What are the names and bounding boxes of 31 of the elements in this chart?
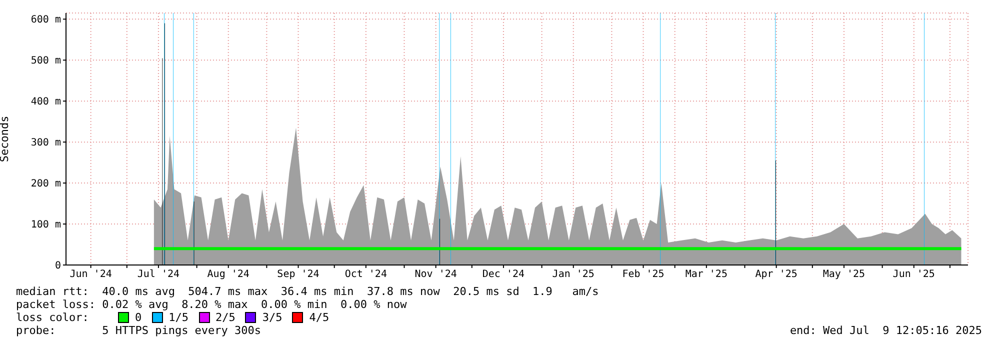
x-tick-label: Jul '24 bbox=[137, 269, 180, 280]
text: packet loss: 0.02 % avg 8.20 % max 0.00 % min 0.00 % now bbox=[16, 298, 408, 311]
x-tick-label: Aug '24 bbox=[207, 269, 250, 280]
x-tick-label: Nov '24 bbox=[414, 269, 457, 280]
x-tick-label: Mar '25 bbox=[685, 269, 728, 280]
x-tick-label: Apr '25 bbox=[755, 269, 798, 280]
legend-label: 0 bbox=[135, 311, 142, 324]
x-tick-label: Oct '24 bbox=[344, 269, 387, 280]
legend-label: 2/5 bbox=[216, 311, 236, 324]
text: probe: 5 HTTPS pings every 300s bbox=[16, 324, 262, 337]
x-tick-label: Jun '25 bbox=[892, 269, 935, 280]
y-tick-label: 100 m bbox=[30, 220, 61, 231]
y-tick-label: 600 m bbox=[30, 14, 61, 26]
legend-label: 4/5 bbox=[309, 311, 330, 324]
text: end: Wed Jul 9 12:05:16 2025 bbox=[790, 324, 982, 337]
legend-label: 1/5 bbox=[168, 311, 188, 324]
legend-label: 3/5 bbox=[262, 311, 282, 324]
x-tick-label: Dec '24 bbox=[482, 269, 525, 280]
text: median rtt: 40.0 ms avg 504.7 ms max 36.4 ms min 37.8 ms now 20.5 ms sd 1.9 am/s bbox=[16, 285, 600, 298]
y-tick-label: 400 m bbox=[30, 96, 61, 108]
x-tick-label: Sep '24 bbox=[277, 269, 320, 280]
y-tick-label: 0 bbox=[54, 260, 61, 272]
legend-title: loss color: bbox=[16, 311, 90, 324]
x-tick-label: Feb '25 bbox=[622, 269, 664, 280]
y-tick-label: 500 m bbox=[30, 56, 61, 67]
x-tick-label: May '25 bbox=[822, 269, 866, 280]
y-tick-label: 300 m bbox=[30, 138, 61, 149]
x-tick-label: Jan '25 bbox=[552, 269, 594, 280]
x-tick-label: Jun '24 bbox=[70, 269, 112, 280]
y-tick-label: 200 m bbox=[30, 178, 61, 190]
y-axis-title: Seconds bbox=[0, 116, 11, 162]
